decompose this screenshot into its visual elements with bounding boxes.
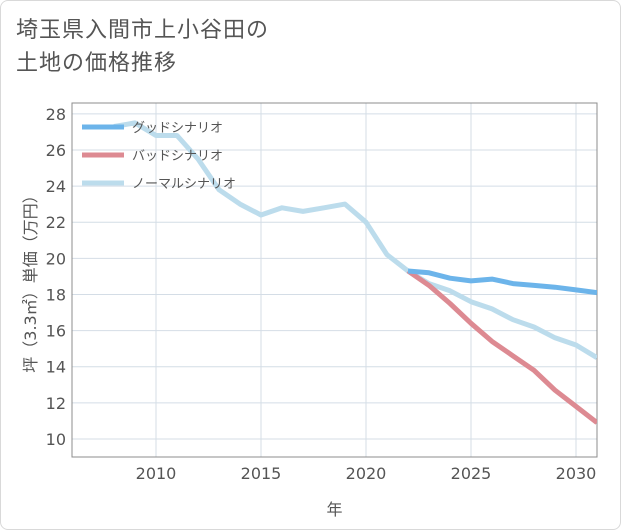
x-tick-label: 2010 [136,464,177,483]
y-tick-label: 24 [46,177,66,196]
y-tick-label: 12 [46,394,66,413]
y-tick-label: 10 [46,430,66,449]
x-axis-label: 年 [326,500,342,519]
axis-ticks: 2010 2015 2020 2025 2030 10 12 14 16 18 20 22 24 26 28 [46,105,597,483]
x-tick-label: 2025 [451,464,492,483]
legend-label-1: バッドシナリオ [132,149,223,164]
y-tick-label: 16 [46,322,66,341]
x-tick-label: 2030 [556,464,597,483]
y-axis-label: 坪（3.3㎡）単価（万円） [21,187,40,372]
series-line-0 [407,268,597,296]
y-tick-label: 26 [46,141,66,160]
x-tick-label: 2015 [241,464,282,483]
plot-area-border [71,102,598,458]
y-tick-label: 20 [46,249,66,268]
legend-label-2: ノーマルシナリオ [132,177,236,192]
series-line-1 [406,268,597,425]
chart-title-line-1: 埼玉県入間市上小谷田の [16,18,270,43]
series-lines [113,120,597,425]
y-tick-label: 22 [46,213,66,232]
legend-label-0: グッドシナリオ [132,121,223,136]
chart-title: 埼玉県入間市上小谷田の 土地の価格推移 [16,14,269,80]
x-tick-label: 2020 [346,464,387,483]
series-line-2 [113,120,597,360]
chart-title-line-2: 土地の価格推移 [16,51,178,76]
y-tick-label: 28 [46,105,66,124]
y-tick-label: 18 [46,285,66,304]
y-tick-label: 14 [46,358,66,377]
